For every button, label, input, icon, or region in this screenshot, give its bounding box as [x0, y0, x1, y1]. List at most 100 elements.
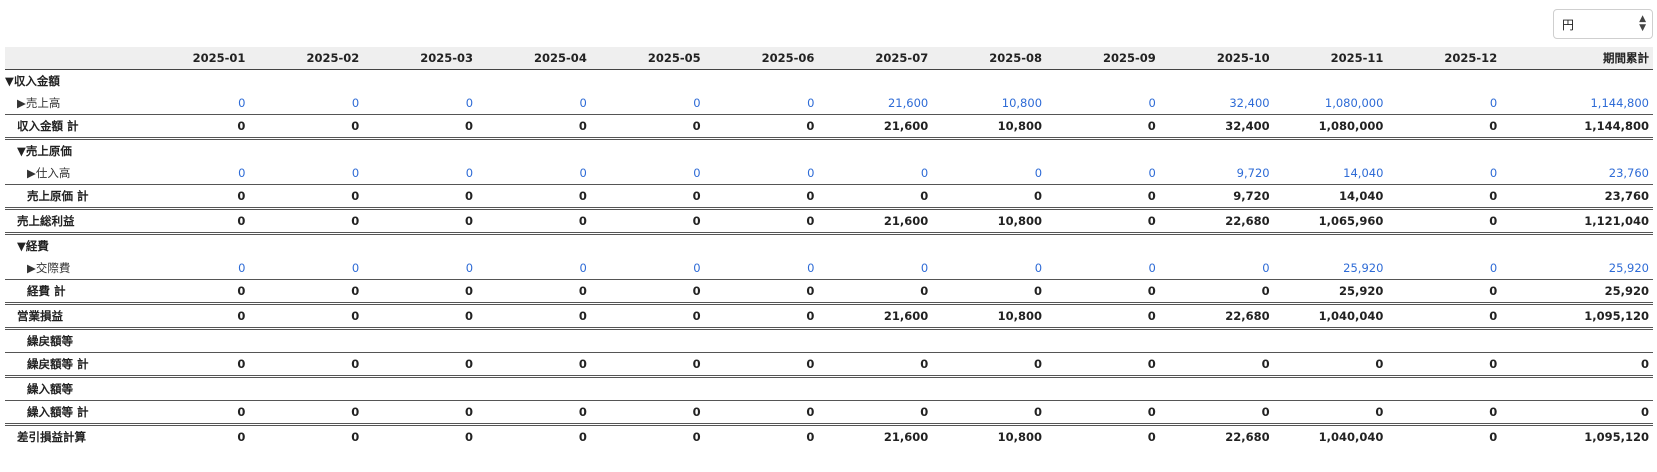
- row-value-cell[interactable]: 0: [1034, 166, 1043, 180]
- column-header-month: 2025-05: [590, 47, 705, 70]
- unit-select[interactable]: 円 ▲ ▼: [1553, 9, 1653, 39]
- row-value-cell[interactable]: 0: [1489, 261, 1498, 275]
- row-value-cell: 0: [1159, 279, 1274, 304]
- row-value-cell[interactable]: 0: [238, 261, 246, 275]
- row-value-cell[interactable]: 0: [465, 96, 474, 110]
- row-value-cell: 0: [704, 184, 819, 209]
- table-row-total: 差引損益計算 0 0 0 0 0 0 21,600 10,800 0 22,680 1,040,040…: [5, 423, 1653, 448]
- row-label: 売上総利益: [5, 207, 115, 234]
- row-value-cell: 0: [704, 400, 819, 425]
- row-label[interactable]: ▼売上原価: [5, 137, 115, 162]
- row-value-cell[interactable]: 9,720: [1236, 166, 1270, 180]
- row-value-cell: 0: [932, 279, 1047, 304]
- row-value-cell[interactable]: 0: [693, 96, 701, 110]
- row-value-cell: 0: [1046, 423, 1160, 448]
- row-label[interactable]: ▶仕入高: [27, 166, 71, 180]
- row-value-cell[interactable]: 0: [1489, 96, 1498, 110]
- row-value-cell: [590, 327, 705, 353]
- row-value-cell[interactable]: 1,144,800: [1590, 96, 1649, 110]
- row-value-cell[interactable]: 0: [579, 96, 587, 110]
- row-value-cell[interactable]: 32,400: [1229, 96, 1270, 110]
- table-row-detail[interactable]: ▶売上高 0 0 0 0 0 0 21,600 10,800 0 32,400 1,080,000 0 1…: [5, 92, 1653, 115]
- row-value-cell[interactable]: 14,040: [1343, 166, 1384, 180]
- row-value-cell: [477, 375, 591, 401]
- row-value-cell: [1501, 232, 1653, 257]
- row-value-cell: [591, 70, 705, 93]
- row-value-cell[interactable]: 0: [1148, 261, 1156, 275]
- row-value-cell[interactable]: 0: [807, 261, 815, 275]
- row-label[interactable]: ▼経費: [5, 232, 115, 257]
- row-value-cell[interactable]: 0: [920, 261, 929, 275]
- row-value-cell[interactable]: 0: [579, 261, 587, 275]
- row-label[interactable]: ▶交際費: [27, 261, 71, 275]
- row-value-cell: 0: [704, 114, 819, 139]
- row-value-cell: [1501, 327, 1653, 353]
- row-value-cell: 0: [1501, 352, 1653, 377]
- row-value-cell[interactable]: 0: [351, 166, 360, 180]
- row-label: 差引損益計算: [5, 423, 115, 448]
- row-value-cell: 0: [363, 352, 478, 377]
- row-value-cell: [249, 375, 364, 401]
- row-value-cell: [932, 137, 1047, 162]
- row-value-cell[interactable]: 10,800: [1001, 96, 1043, 110]
- table-row-section: 繰戻額等: [5, 327, 1653, 353]
- row-value-cell: 0: [477, 400, 591, 425]
- row-value-cell[interactable]: 0: [465, 261, 474, 275]
- row-value-cell: 0: [477, 207, 591, 234]
- table-row-detail[interactable]: ▶交際費 0 0 0 0 0 0 0 0 0 0 25,920 0 25,920: [5, 257, 1653, 280]
- row-value-cell[interactable]: 0: [1034, 261, 1043, 275]
- row-value-cell: [1387, 232, 1502, 257]
- row-value-cell[interactable]: 0: [1148, 166, 1156, 180]
- row-value-cell: 21,600: [818, 302, 933, 329]
- row-value-cell: [818, 375, 933, 401]
- table-row-detail[interactable]: ▶仕入高 0 0 0 0 0 0 0 0 0 9,720 14,040 0 23,760: [5, 162, 1653, 185]
- row-value-cell[interactable]: 0: [693, 166, 701, 180]
- column-header-month: 2025-06: [704, 47, 819, 70]
- row-label[interactable]: ▼収入金額: [5, 74, 60, 88]
- row-value-cell: 0: [818, 184, 933, 209]
- row-value-cell[interactable]: 0: [465, 166, 474, 180]
- column-header-month: 2025-11: [1273, 47, 1388, 70]
- table-row-section[interactable]: ▼経費: [5, 232, 1653, 257]
- row-value-cell: 0: [363, 400, 478, 425]
- row-value-cell: 0: [249, 114, 364, 139]
- table-row-section[interactable]: ▼収入金額: [5, 70, 1653, 93]
- table-row-section[interactable]: ▼売上原価: [5, 137, 1653, 162]
- row-value-cell: 0: [1159, 400, 1274, 425]
- row-label[interactable]: ▶売上高: [17, 96, 61, 110]
- unit-select-value: 円: [1562, 17, 1575, 32]
- row-value-cell: [363, 375, 478, 401]
- row-value-cell[interactable]: 0: [807, 96, 815, 110]
- row-value-cell: 22,680: [1159, 423, 1274, 448]
- row-value-cell: [114, 137, 250, 162]
- row-value-cell: 0: [114, 302, 250, 329]
- row-value-cell: 1,040,040: [1273, 423, 1388, 448]
- row-value-cell[interactable]: 23,760: [1608, 166, 1649, 180]
- row-value-cell: 9,720: [1159, 184, 1274, 209]
- row-value-cell: 0: [1387, 423, 1502, 448]
- row-value-cell[interactable]: 25,920: [1343, 261, 1384, 275]
- row-value-cell[interactable]: 0: [238, 96, 246, 110]
- row-value-cell[interactable]: 0: [351, 96, 360, 110]
- row-value-cell[interactable]: 25,920: [1608, 261, 1649, 275]
- row-value-cell: [363, 327, 478, 353]
- row-value-cell: [932, 70, 1046, 93]
- row-value-cell[interactable]: 0: [1148, 96, 1156, 110]
- row-value-cell[interactable]: 0: [1262, 261, 1270, 275]
- row-value-cell[interactable]: 0: [807, 166, 815, 180]
- row-value-cell: 0: [1046, 184, 1160, 209]
- row-value-cell[interactable]: 21,600: [887, 96, 929, 110]
- row-value-cell[interactable]: 0: [238, 166, 246, 180]
- row-value-cell[interactable]: 0: [1489, 166, 1498, 180]
- row-value-cell: [932, 232, 1047, 257]
- row-value-cell[interactable]: 0: [351, 261, 360, 275]
- row-value-cell[interactable]: 0: [579, 166, 587, 180]
- row-value-cell[interactable]: 1,080,000: [1324, 96, 1384, 110]
- row-value-cell: 1,144,800: [1501, 114, 1653, 139]
- row-value-cell: [1046, 70, 1160, 93]
- row-value-cell[interactable]: 0: [920, 166, 929, 180]
- row-value-cell[interactable]: 0: [693, 261, 701, 275]
- row-label: 繰入額等 計: [5, 400, 115, 425]
- row-value-cell: 0: [363, 184, 478, 209]
